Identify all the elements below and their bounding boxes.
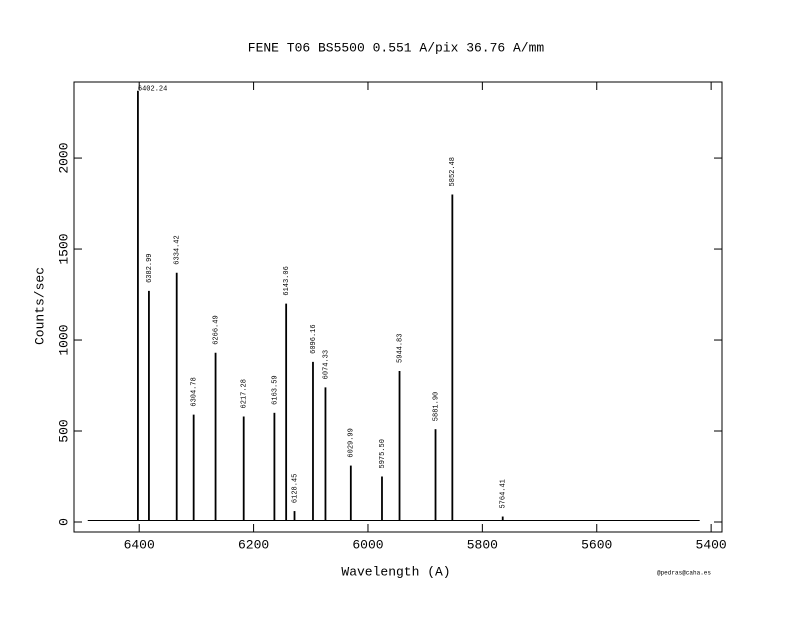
line-label: 6029.99	[348, 428, 356, 457]
y-tick-label: 500	[56, 419, 71, 442]
chart-title: FENE T06 BS5500 0.551 A/pix 36.76 A/mm	[248, 40, 545, 55]
x-axis-label: Wavelength (A)	[341, 564, 450, 579]
line-label: 5975.50	[379, 439, 387, 468]
y-tick-label: 1500	[56, 233, 71, 264]
line-label: 6217.28	[241, 379, 249, 408]
y-axis-label: Counts/sec	[32, 267, 47, 345]
y-tick-label: 2000	[56, 142, 71, 173]
x-tick-label: 6200	[238, 537, 269, 552]
line-label: 6128.45	[291, 474, 299, 503]
y-tick-label: 1000	[56, 324, 71, 355]
line-label: 6266.49	[212, 315, 220, 344]
line-label: 5764.41	[500, 479, 508, 508]
line-label: 6074.33	[322, 350, 330, 379]
line-label: 6334.42	[174, 235, 182, 264]
x-tick-label: 6000	[352, 537, 383, 552]
y-tick-label: 0	[56, 518, 71, 526]
x-tick-label: 5600	[581, 537, 612, 552]
plot-frame	[73, 81, 723, 533]
x-tick-label: 6400	[124, 537, 155, 552]
line-label: 5944.83	[396, 334, 404, 363]
line-label: 5852.48	[449, 157, 457, 186]
line-label: 5881.90	[432, 392, 440, 421]
line-label: 6096.16	[310, 324, 318, 353]
line-label: 6163.59	[271, 375, 279, 404]
line-label: 6382.99	[146, 253, 154, 282]
line-label: 6304.78	[191, 377, 199, 406]
x-tick-label: 5400	[696, 537, 727, 552]
line-label: 6402.24	[138, 86, 167, 94]
x-tick-label: 5800	[467, 537, 498, 552]
credit: @pedras@caha.es	[657, 570, 711, 577]
line-label: 6143.06	[283, 266, 291, 295]
